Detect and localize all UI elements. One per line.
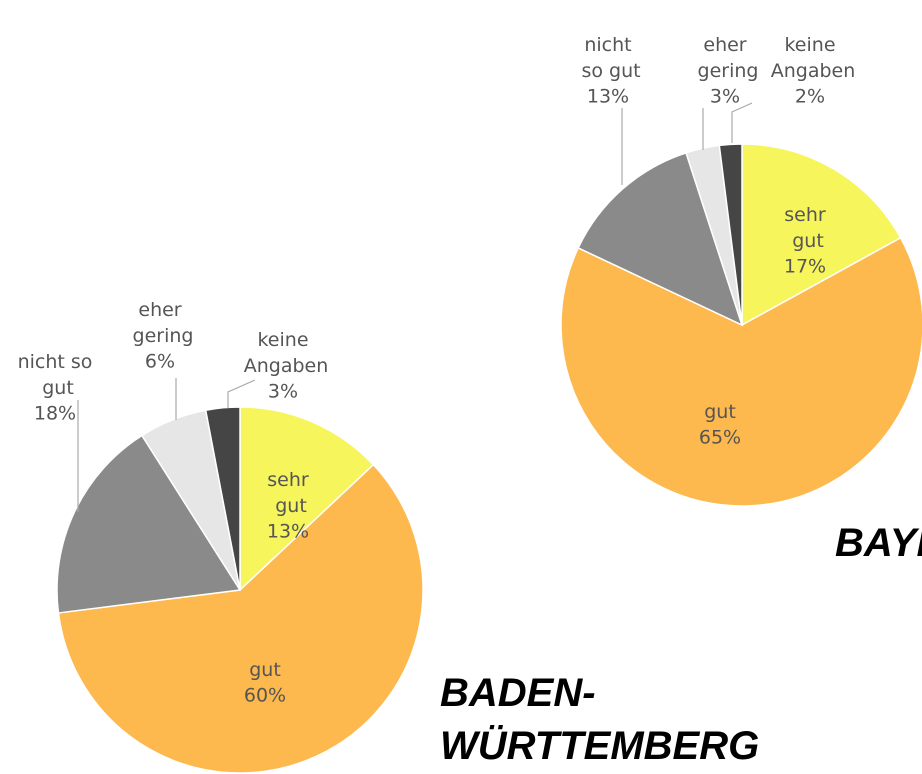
label-line: gering xyxy=(127,325,194,347)
label-line: keine xyxy=(257,329,308,351)
pie-slice xyxy=(56,434,242,614)
pie-slice xyxy=(741,143,902,327)
category-label: nicht so gut xyxy=(18,351,93,399)
label-line: Angaben xyxy=(238,355,329,377)
pie-slice xyxy=(718,143,743,326)
value-label: 3% xyxy=(710,86,740,108)
label-line: nicht so xyxy=(18,351,93,373)
label-line: gering xyxy=(692,60,759,82)
pie-slice xyxy=(57,463,424,774)
title-line: WÜRTTEMBERG xyxy=(440,723,759,768)
category-label: sehr gut xyxy=(784,204,826,252)
value-label: 3% xyxy=(268,381,298,403)
pie-slice xyxy=(204,406,241,591)
pie-slice xyxy=(239,406,375,592)
value-label: 13% xyxy=(587,86,629,108)
label-line: gut xyxy=(269,495,307,517)
label-line: so gut xyxy=(575,60,640,82)
leader-line xyxy=(227,379,256,408)
category-label: keine Angaben xyxy=(238,329,329,377)
label-line: eher xyxy=(703,34,746,56)
category-label: sehr gut xyxy=(267,469,309,517)
leader-line xyxy=(731,102,753,143)
label-line: gut xyxy=(249,659,281,681)
category-label: gut xyxy=(249,659,281,681)
category-label: eher gering xyxy=(127,299,194,347)
pie-slice xyxy=(560,236,922,507)
value-label: 6% xyxy=(145,351,175,373)
category-label: eher gering xyxy=(692,34,759,82)
title-line: BADEN- xyxy=(440,671,596,715)
label-line: gut xyxy=(36,377,74,399)
label-line: gut xyxy=(704,401,736,423)
category-label: keine Angaben xyxy=(765,34,856,82)
label-line: sehr xyxy=(784,204,826,226)
pie-slice xyxy=(577,151,744,327)
value-label: 60% xyxy=(244,685,286,707)
category-label: nicht so gut xyxy=(575,34,640,82)
label-line: keine xyxy=(784,34,835,56)
value-label: 17% xyxy=(784,256,826,278)
label-line: nicht xyxy=(584,34,631,56)
value-label: 18% xyxy=(34,403,76,425)
label-line: gut xyxy=(786,230,824,252)
label-line: eher xyxy=(138,299,181,321)
chart-title: BADEN- WÜRTTEMBERG xyxy=(440,671,759,768)
chart-title: BAYERN xyxy=(835,521,922,565)
value-label: 65% xyxy=(699,427,741,449)
label-line: Angaben xyxy=(765,60,856,82)
label-line: sehr xyxy=(267,469,309,491)
category-label: gut xyxy=(704,401,736,423)
value-label: 2% xyxy=(795,86,825,108)
value-label: 13% xyxy=(267,521,309,543)
title-line: BAYERN xyxy=(835,521,922,565)
